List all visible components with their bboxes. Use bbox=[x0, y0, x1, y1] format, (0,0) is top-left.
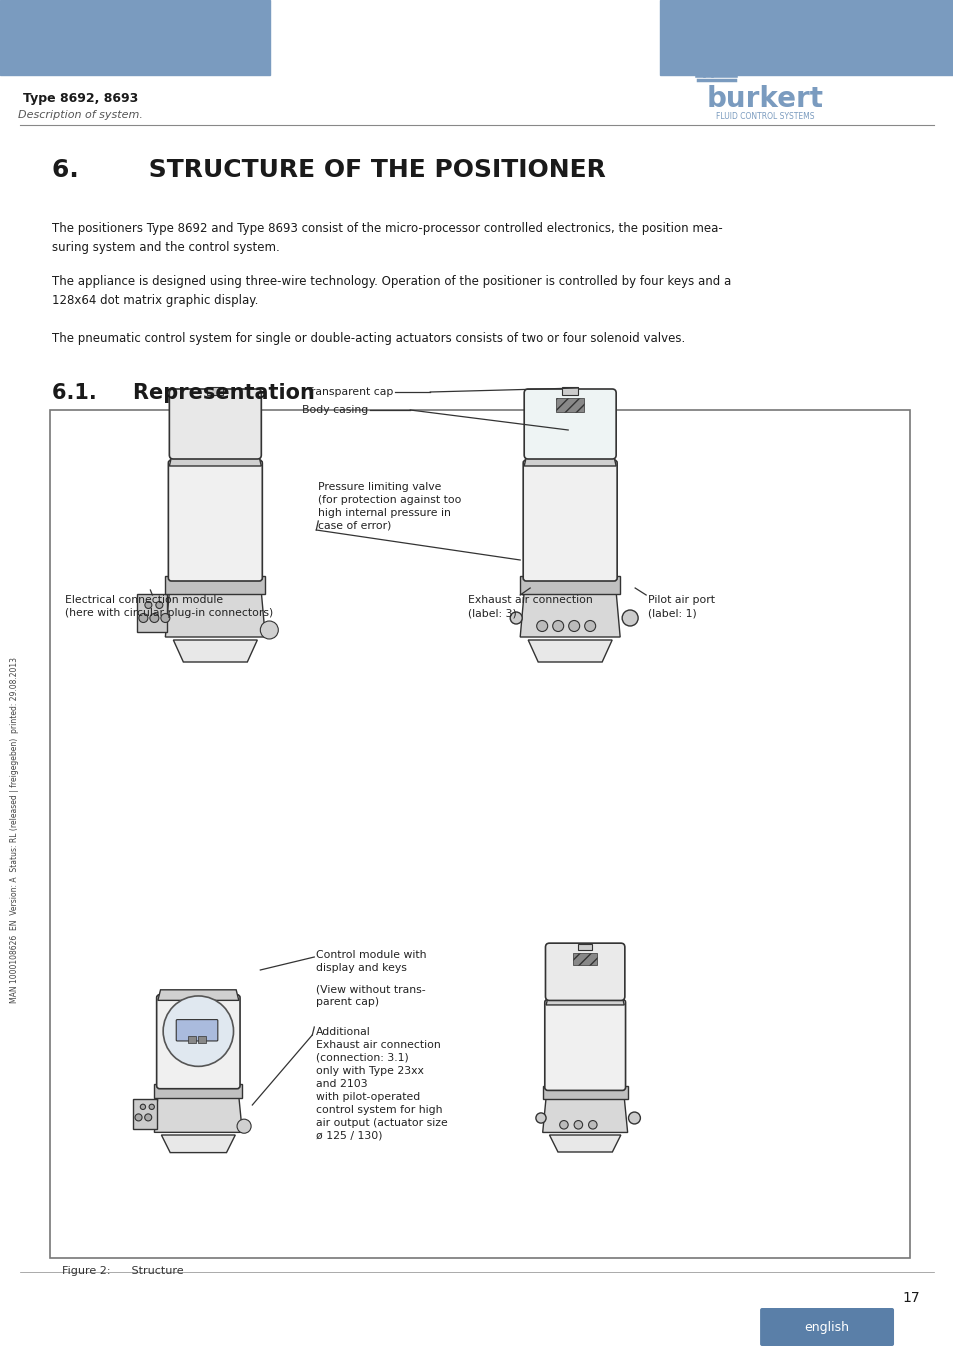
Text: air output (actuator size: air output (actuator size bbox=[316, 1118, 448, 1129]
Text: (label: 3): (label: 3) bbox=[468, 608, 517, 618]
Polygon shape bbox=[170, 454, 261, 466]
Text: parent cap): parent cap) bbox=[316, 998, 379, 1007]
Circle shape bbox=[145, 1114, 152, 1120]
Text: FLUID CONTROL SYSTEMS: FLUID CONTROL SYSTEMS bbox=[715, 112, 814, 122]
Text: Exhaust air connection: Exhaust air connection bbox=[468, 595, 593, 605]
Text: case of error): case of error) bbox=[318, 521, 392, 531]
Text: The positioners Type 8692 and Type 8693 consist of the micro-processor controlle: The positioners Type 8692 and Type 8693 … bbox=[52, 221, 722, 254]
Polygon shape bbox=[545, 995, 623, 1004]
Bar bbox=[137, 594, 167, 632]
Bar bbox=[659, 0, 953, 76]
FancyBboxPatch shape bbox=[522, 460, 617, 580]
Polygon shape bbox=[157, 990, 238, 1000]
Polygon shape bbox=[173, 640, 257, 662]
Circle shape bbox=[568, 621, 579, 632]
Text: (connection: 3.1): (connection: 3.1) bbox=[316, 1053, 409, 1062]
FancyBboxPatch shape bbox=[523, 389, 616, 459]
Polygon shape bbox=[519, 593, 619, 637]
Text: 17: 17 bbox=[902, 1291, 919, 1305]
Bar bbox=[561, 387, 578, 396]
Text: 6.        STRUCTURE OF THE POSITIONER: 6. STRUCTURE OF THE POSITIONER bbox=[52, 158, 606, 182]
Polygon shape bbox=[161, 1135, 235, 1153]
Circle shape bbox=[536, 1112, 545, 1123]
Bar bbox=[542, 1085, 627, 1099]
Polygon shape bbox=[542, 1098, 627, 1133]
Circle shape bbox=[150, 613, 159, 622]
Circle shape bbox=[537, 621, 547, 632]
Text: Pressure limiting valve: Pressure limiting valve bbox=[318, 482, 441, 491]
Text: Figure 2:      Structure: Figure 2: Structure bbox=[62, 1266, 184, 1276]
Circle shape bbox=[145, 602, 152, 609]
Bar bbox=[573, 953, 597, 965]
Text: (label: 1): (label: 1) bbox=[647, 608, 696, 618]
Polygon shape bbox=[528, 640, 612, 662]
Bar bbox=[133, 1099, 157, 1129]
Text: with pilot-operated: with pilot-operated bbox=[316, 1092, 420, 1102]
FancyBboxPatch shape bbox=[156, 995, 240, 1088]
Polygon shape bbox=[154, 1096, 242, 1133]
Text: 6.1.     Representation: 6.1. Representation bbox=[52, 383, 314, 404]
Text: Exhaust air connection: Exhaust air connection bbox=[316, 1040, 440, 1050]
Text: Pilot air port: Pilot air port bbox=[647, 595, 715, 605]
Text: Transparent cap: Transparent cap bbox=[306, 387, 393, 397]
Text: MAN 1000108626  EN  Version: A  Status: RL (released | freigegeben)  printed: 29: MAN 1000108626 EN Version: A Status: RL … bbox=[10, 657, 19, 1003]
Text: ø 125 / 130): ø 125 / 130) bbox=[316, 1131, 382, 1141]
Circle shape bbox=[140, 1104, 146, 1110]
Circle shape bbox=[628, 1112, 639, 1125]
Bar bbox=[188, 1037, 195, 1042]
Circle shape bbox=[149, 1104, 154, 1110]
Circle shape bbox=[139, 613, 148, 622]
Circle shape bbox=[135, 1114, 142, 1120]
Bar bbox=[556, 398, 583, 412]
Text: Electrical connection module: Electrical connection module bbox=[66, 595, 223, 605]
Text: (here with circular plug-in connectors): (here with circular plug-in connectors) bbox=[66, 608, 274, 618]
Bar bbox=[51, 410, 909, 1258]
Text: Description of system.: Description of system. bbox=[18, 109, 143, 120]
Bar bbox=[519, 576, 619, 594]
Text: The appliance is designed using three-wire technology. Operation of the position: The appliance is designed using three-wi… bbox=[52, 275, 731, 306]
FancyBboxPatch shape bbox=[176, 1019, 217, 1041]
Text: display and keys: display and keys bbox=[316, 963, 407, 973]
FancyBboxPatch shape bbox=[168, 460, 262, 580]
FancyBboxPatch shape bbox=[170, 389, 261, 459]
Bar bbox=[198, 1037, 206, 1042]
Bar bbox=[578, 944, 592, 949]
Bar bbox=[207, 387, 223, 396]
Text: Control module with: Control module with bbox=[316, 950, 426, 960]
Bar bbox=[165, 576, 265, 594]
Circle shape bbox=[236, 1119, 251, 1133]
Text: and 2103: and 2103 bbox=[316, 1079, 368, 1089]
Text: english: english bbox=[803, 1320, 849, 1334]
Circle shape bbox=[510, 612, 521, 624]
Circle shape bbox=[552, 621, 563, 632]
FancyBboxPatch shape bbox=[544, 999, 625, 1091]
Circle shape bbox=[559, 1120, 568, 1129]
Polygon shape bbox=[523, 454, 616, 466]
Text: high internal pressure in: high internal pressure in bbox=[318, 508, 451, 518]
Text: Additional: Additional bbox=[316, 1027, 371, 1037]
Circle shape bbox=[155, 602, 163, 609]
Circle shape bbox=[260, 621, 278, 639]
Circle shape bbox=[574, 1120, 582, 1129]
Bar bbox=[0, 0, 270, 76]
Text: burkert: burkert bbox=[706, 85, 822, 113]
Text: (for protection against too: (for protection against too bbox=[318, 495, 461, 505]
Text: only with Type 23xx: only with Type 23xx bbox=[316, 1066, 424, 1076]
FancyBboxPatch shape bbox=[545, 944, 624, 1000]
Polygon shape bbox=[549, 1135, 620, 1152]
FancyBboxPatch shape bbox=[760, 1308, 893, 1346]
Circle shape bbox=[621, 610, 638, 626]
Text: Body casing: Body casing bbox=[302, 405, 368, 414]
Circle shape bbox=[588, 1120, 597, 1129]
Circle shape bbox=[584, 621, 595, 632]
Text: control system for high: control system for high bbox=[316, 1106, 442, 1115]
Circle shape bbox=[163, 996, 233, 1066]
Text: (View without trans-: (View without trans- bbox=[316, 984, 425, 994]
Circle shape bbox=[161, 613, 170, 622]
Polygon shape bbox=[165, 593, 265, 637]
Bar bbox=[154, 1084, 242, 1098]
Text: Type 8692, 8693: Type 8692, 8693 bbox=[23, 92, 138, 105]
Text: The pneumatic control system for single or double-acting actuators consists of t: The pneumatic control system for single … bbox=[52, 332, 685, 346]
